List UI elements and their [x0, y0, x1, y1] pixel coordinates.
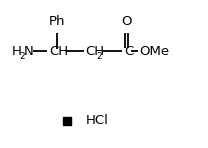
Text: O: O: [121, 15, 132, 28]
Point: [65, 119, 68, 122]
Text: HCl: HCl: [85, 114, 108, 127]
Text: N: N: [23, 45, 33, 58]
Text: H: H: [11, 45, 21, 58]
Text: C: C: [124, 45, 133, 58]
Text: 2: 2: [97, 52, 102, 61]
Text: OMe: OMe: [139, 45, 170, 58]
Text: Ph: Ph: [48, 15, 65, 28]
Text: 2: 2: [19, 52, 25, 61]
Text: CH: CH: [49, 45, 68, 58]
Text: CH: CH: [85, 45, 104, 58]
